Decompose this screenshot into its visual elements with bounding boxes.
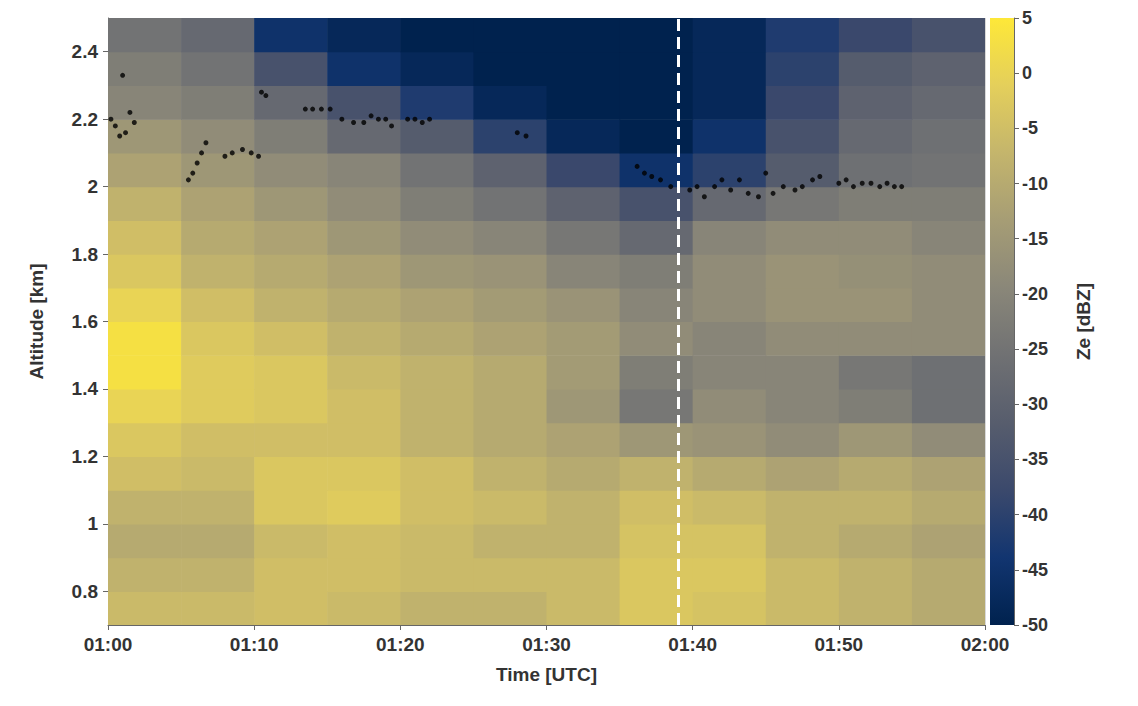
svg-text:01:30: 01:30 [522,634,571,655]
svg-text:-40: -40 [1022,505,1048,525]
svg-text:1.8: 1.8 [72,244,98,265]
svg-text:-50: -50 [1022,615,1048,635]
svg-text:-10: -10 [1022,174,1048,194]
svg-text:Time [UTC]: Time [UTC] [496,664,597,685]
svg-text:0: 0 [1022,63,1032,83]
svg-text:-35: -35 [1022,449,1048,469]
svg-text:0.8: 0.8 [72,581,98,602]
svg-text:02:00: 02:00 [961,634,1010,655]
svg-text:01:50: 01:50 [815,634,864,655]
svg-text:1.6: 1.6 [72,311,98,332]
svg-text:-5: -5 [1022,118,1038,138]
svg-text:2: 2 [87,176,98,197]
svg-text:01:40: 01:40 [668,634,717,655]
svg-text:1: 1 [87,513,98,534]
svg-text:-30: -30 [1022,394,1048,414]
svg-text:5: 5 [1022,8,1032,28]
svg-text:1.4: 1.4 [72,378,99,399]
svg-text:01:20: 01:20 [376,634,425,655]
svg-text:01:10: 01:10 [230,634,279,655]
svg-text:-25: -25 [1022,339,1048,359]
svg-text:2.4: 2.4 [72,41,99,62]
svg-text:1.2: 1.2 [72,446,98,467]
svg-text:-15: -15 [1022,229,1048,249]
svg-text:01:00: 01:00 [84,634,133,655]
svg-text:Ze [dBZ]: Ze [dBZ] [1073,283,1094,360]
svg-text:2.2: 2.2 [72,109,98,130]
svg-text:-45: -45 [1022,560,1048,580]
svg-text:Altitude [km]: Altitude [km] [26,263,47,379]
svg-text:-20: -20 [1022,284,1048,304]
